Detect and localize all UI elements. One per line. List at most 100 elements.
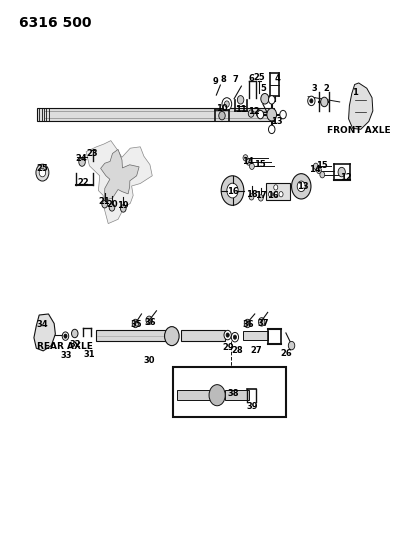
Text: 14: 14 (241, 157, 253, 166)
Text: 11: 11 (234, 105, 246, 114)
Circle shape (233, 335, 236, 340)
Text: 2: 2 (323, 84, 328, 93)
Circle shape (101, 200, 107, 208)
Circle shape (109, 204, 115, 211)
Circle shape (268, 95, 274, 104)
Text: 37: 37 (257, 319, 269, 328)
Text: 21: 21 (99, 197, 110, 206)
Text: 6: 6 (248, 74, 254, 83)
Text: 12: 12 (339, 173, 351, 182)
Text: 15: 15 (316, 161, 327, 169)
Circle shape (164, 327, 179, 345)
Text: 26: 26 (279, 349, 291, 358)
Text: 14: 14 (308, 165, 320, 174)
Text: 25: 25 (253, 73, 265, 82)
Circle shape (226, 183, 238, 198)
Circle shape (249, 193, 253, 200)
Circle shape (237, 95, 243, 104)
Polygon shape (100, 149, 139, 200)
Text: 30: 30 (143, 356, 155, 365)
Circle shape (337, 167, 344, 177)
Text: 1: 1 (351, 88, 357, 97)
Text: 9: 9 (212, 77, 218, 86)
Text: 36: 36 (242, 320, 254, 329)
Circle shape (209, 385, 225, 406)
Circle shape (268, 191, 272, 197)
Circle shape (64, 334, 67, 338)
Circle shape (316, 167, 321, 174)
Circle shape (132, 319, 138, 328)
Circle shape (291, 174, 310, 199)
Text: FRONT AXLE: FRONT AXLE (326, 126, 389, 135)
Text: 4: 4 (274, 74, 280, 83)
Circle shape (268, 125, 274, 134)
Text: 23: 23 (87, 149, 98, 158)
FancyBboxPatch shape (177, 391, 213, 400)
Text: 12: 12 (248, 107, 260, 116)
Text: 10: 10 (216, 104, 227, 113)
Circle shape (221, 98, 231, 110)
Text: 6316 500: 6316 500 (19, 16, 91, 30)
Text: 27: 27 (249, 346, 261, 356)
Circle shape (256, 110, 261, 117)
FancyBboxPatch shape (265, 183, 289, 200)
Text: 18: 18 (245, 190, 257, 199)
Circle shape (248, 110, 253, 117)
Circle shape (273, 191, 277, 197)
Text: 36: 36 (144, 318, 156, 327)
Text: 5: 5 (260, 84, 266, 93)
Circle shape (249, 163, 254, 169)
Circle shape (260, 93, 268, 104)
Circle shape (256, 110, 263, 119)
Circle shape (218, 111, 225, 120)
Text: 8: 8 (220, 75, 225, 84)
Text: 15: 15 (253, 160, 265, 168)
Text: 38: 38 (227, 389, 238, 398)
Circle shape (231, 333, 238, 342)
FancyBboxPatch shape (96, 330, 166, 342)
Text: 25: 25 (36, 164, 48, 173)
Text: 32: 32 (70, 340, 81, 349)
Circle shape (319, 172, 324, 178)
FancyBboxPatch shape (180, 330, 225, 342)
Circle shape (39, 168, 45, 177)
Text: 29: 29 (222, 343, 234, 352)
Circle shape (79, 158, 85, 166)
Circle shape (71, 329, 78, 338)
Text: 31: 31 (84, 350, 95, 359)
Circle shape (273, 185, 277, 190)
FancyBboxPatch shape (37, 108, 273, 121)
Circle shape (258, 318, 264, 326)
Circle shape (36, 164, 49, 181)
Polygon shape (86, 141, 152, 224)
Circle shape (246, 159, 250, 165)
Circle shape (297, 181, 305, 191)
Text: 7: 7 (232, 75, 238, 84)
Circle shape (224, 101, 229, 107)
Circle shape (258, 195, 263, 201)
Circle shape (225, 333, 229, 337)
Circle shape (146, 316, 152, 325)
Text: 16: 16 (266, 191, 278, 200)
Text: 39: 39 (246, 402, 258, 411)
Text: 28: 28 (231, 346, 243, 356)
FancyBboxPatch shape (172, 367, 285, 417)
Text: 34: 34 (36, 320, 48, 329)
Circle shape (279, 110, 285, 119)
Circle shape (279, 191, 282, 197)
Text: 20: 20 (106, 200, 117, 209)
Circle shape (312, 163, 317, 169)
Circle shape (320, 97, 327, 107)
Circle shape (244, 319, 250, 328)
Text: 17: 17 (254, 191, 266, 200)
Circle shape (243, 155, 247, 161)
Polygon shape (34, 314, 55, 351)
Text: 13: 13 (270, 117, 282, 126)
Text: 16: 16 (226, 187, 238, 196)
FancyBboxPatch shape (243, 331, 267, 341)
Text: 24: 24 (76, 155, 87, 164)
Circle shape (62, 332, 69, 341)
Circle shape (288, 342, 294, 350)
Polygon shape (348, 83, 372, 130)
Text: 33: 33 (61, 351, 72, 360)
